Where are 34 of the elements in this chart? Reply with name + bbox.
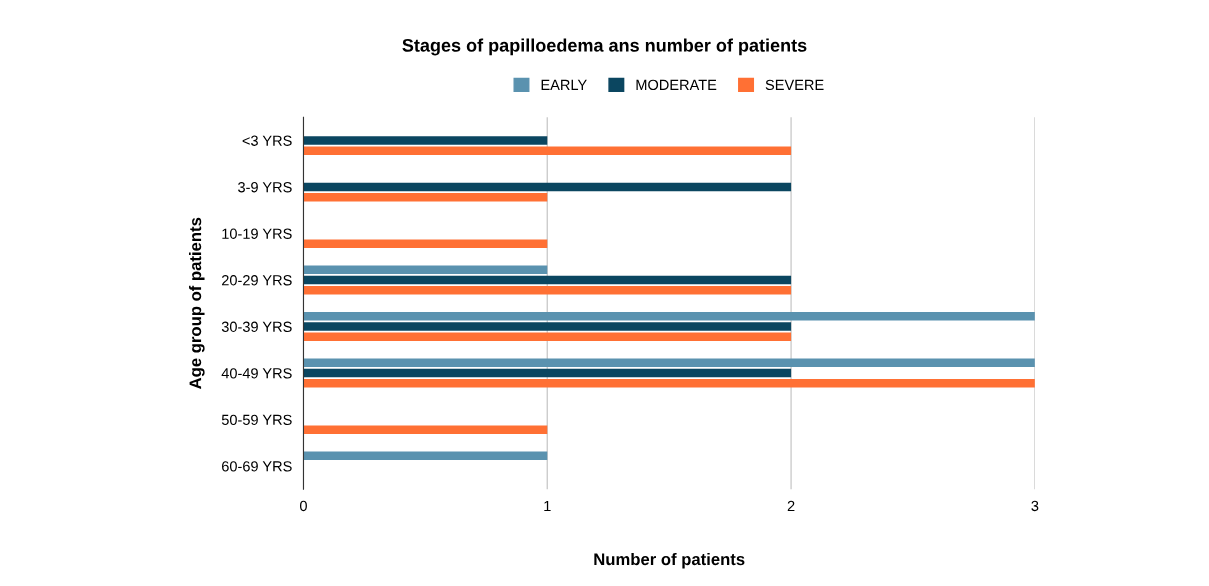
- x-tick-label: 3: [1031, 500, 1039, 512]
- chart-title: Stages of papilloedema ans number of patients: [402, 38, 807, 56]
- y-axis-title: Age group of patients: [188, 217, 205, 389]
- bar: [303, 265, 548, 274]
- bar: [303, 193, 548, 202]
- bar: [303, 368, 792, 378]
- y-tick-label: 3-9 YRS: [238, 182, 292, 193]
- legend-label: MODERATE: [636, 79, 717, 91]
- bar: [303, 322, 792, 331]
- y-tick-label: 20-29 YRS: [222, 275, 292, 286]
- bar: [303, 312, 1035, 321]
- y-tick-label: <3 YRS: [242, 135, 292, 146]
- bar: [303, 358, 1035, 367]
- x-tick-label: 0: [299, 500, 307, 512]
- bar: [303, 379, 1035, 388]
- x-tick-label: 1: [544, 500, 551, 511]
- bar: [303, 425, 548, 434]
- x-tick-label: 2: [787, 500, 795, 511]
- bar: [303, 275, 792, 285]
- bar: [303, 286, 792, 295]
- x-axis-title: Number of patients: [594, 552, 745, 569]
- y-tick-label: 10-19 YRS: [222, 228, 292, 239]
- bar: [303, 451, 548, 461]
- y-tick-label: 60-69 YRS: [222, 461, 292, 472]
- bar: [303, 136, 548, 145]
- bar: [303, 332, 792, 341]
- y-tick-label: 40-49 YRS: [221, 368, 292, 379]
- legend-label: SEVERE: [765, 79, 824, 91]
- legend-label: EARLY: [541, 79, 587, 90]
- bar: [303, 239, 548, 248]
- bar: [303, 146, 792, 155]
- y-tick-label: 50-59 YRS: [221, 414, 292, 425]
- bar: [303, 182, 792, 192]
- y-tick-label: 30-39 YRS: [221, 321, 292, 332]
